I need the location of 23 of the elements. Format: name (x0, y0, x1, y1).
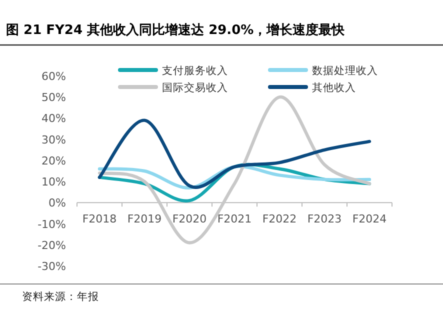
y-tick-label: 60% (42, 70, 66, 83)
y-tick-label: 30% (42, 133, 66, 146)
y-tick-label: 0% (48, 196, 66, 210)
legend-label: 国际交易收入 (162, 81, 228, 94)
legend-label: 支付服务收入 (162, 64, 228, 77)
legend-label: 其他收入 (312, 81, 356, 94)
y-tick-label: 40% (42, 112, 66, 126)
y-tick-label: -20% (38, 238, 66, 252)
x-tick-label: F2023 (307, 212, 342, 226)
text: 资料来源：年报 (22, 290, 99, 303)
x-tick-label: F2021 (217, 212, 252, 226)
x-tick-label: F2022 (262, 212, 297, 226)
y-tick-label: -30% (38, 260, 66, 273)
y-tick-label: 10% (42, 176, 66, 189)
x-tick-label: F2018 (82, 212, 117, 226)
chart-title: 图 21 FY24 其他收入同比增速达 29.0%，增长速度最快 (6, 22, 346, 38)
y-tick-label: -10% (38, 218, 66, 231)
y-tick-label: 20% (42, 154, 66, 168)
y-tick-label: 50% (42, 91, 66, 104)
x-tick-label: F2020 (172, 212, 207, 226)
x-tick-label: F2019 (127, 212, 162, 226)
x-tick-label: F2024 (352, 212, 387, 226)
legend-label: 数据处理收入 (312, 64, 378, 77)
